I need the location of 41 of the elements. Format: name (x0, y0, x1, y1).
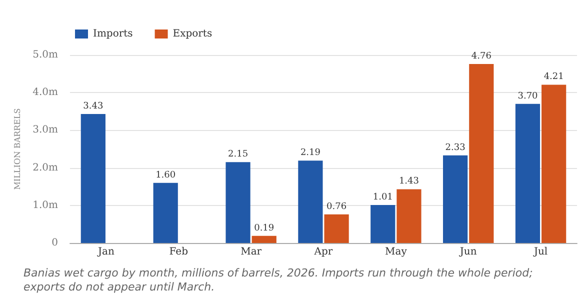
text: 2.19 (300, 148, 320, 158)
x-tick-label: May (385, 246, 408, 258)
bar (153, 182, 178, 243)
text: 4.76 (471, 52, 492, 62)
legend-label: Imports (93, 28, 133, 40)
text: 3.70 (518, 91, 538, 102)
x-tick-label: Jul (532, 246, 548, 258)
bar (324, 214, 349, 243)
legend-label: Exports (172, 28, 212, 40)
x-tick-label: Mar (240, 246, 262, 258)
y-tick-label: 5.0m (32, 50, 59, 60)
bar (370, 205, 396, 243)
x-tick-label: Feb (169, 246, 188, 258)
bar (226, 162, 250, 243)
x-tick-label: Jun (458, 246, 478, 258)
y-tick-label: 2.0m (32, 162, 59, 174)
x-tick-label: Jan (97, 246, 115, 258)
text: 1.01 (372, 192, 393, 203)
bar (252, 236, 276, 243)
x-tick-label: Apr (313, 246, 333, 258)
text: 0.76 (326, 202, 347, 212)
y-tick-label: 4.0m (32, 87, 59, 98)
bar (443, 155, 468, 243)
y-tick-label: 1.0m (32, 200, 59, 211)
y-axis-title: MILLION BARRELS (13, 108, 22, 190)
y-tick-label: 0 (52, 238, 58, 248)
text: 4.21 (544, 72, 564, 82)
text: 3.43 (83, 102, 104, 112)
bar (469, 64, 494, 243)
bar (80, 114, 106, 243)
text: Banias wet cargo by month, millions of barrels, 2026. Imports run through the whole period; exports do not appear until March. (24, 266, 536, 294)
text: 1.43 (398, 176, 419, 187)
text: 1.60 (156, 170, 176, 180)
bar (298, 160, 323, 243)
text: 2.33 (445, 142, 466, 153)
y-tick-label: 3.0m (32, 124, 59, 136)
bar (396, 189, 422, 243)
text: 0.19 (254, 223, 274, 234)
text: 2.15 (228, 150, 248, 160)
bar (542, 84, 566, 243)
bar (515, 104, 540, 243)
